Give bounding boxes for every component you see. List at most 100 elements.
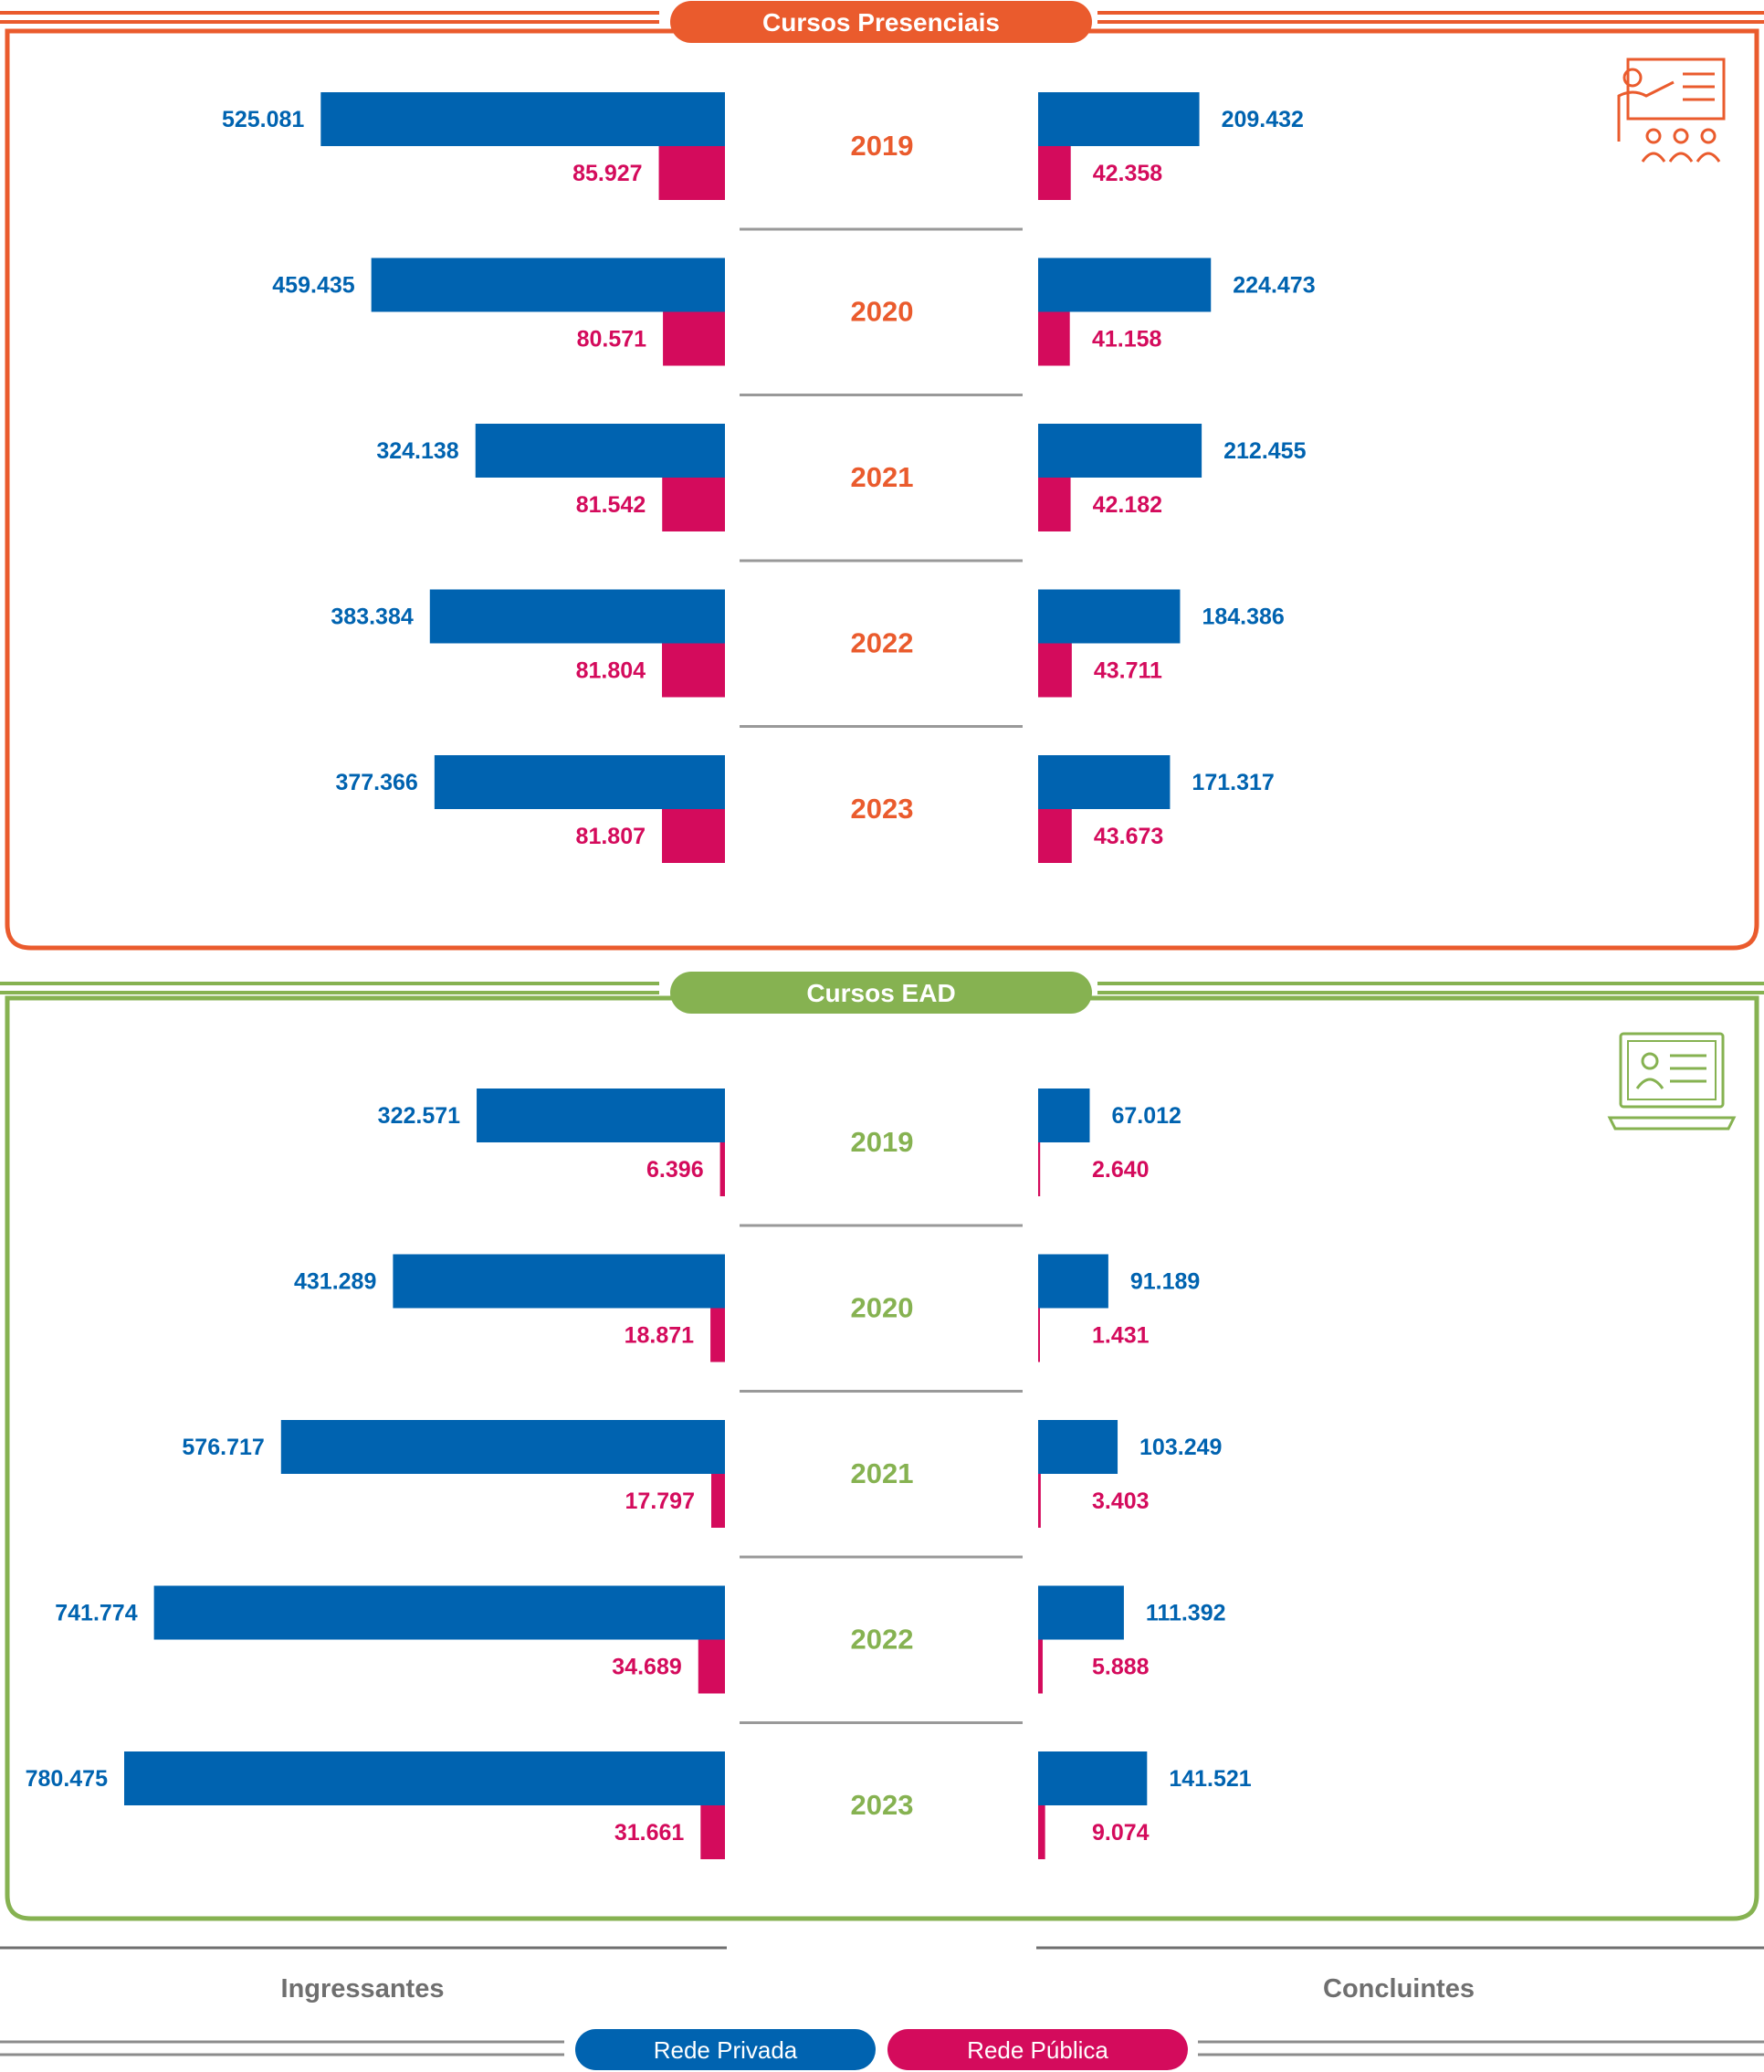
panel-presencial-label-con-privada-2020: 224.473 xyxy=(1233,273,1315,299)
panel-ead-title-pill xyxy=(670,972,1092,1014)
panel-presencial-label-ing-privada-2022: 383.384 xyxy=(331,605,413,630)
panel-ead-label-ing-privada-2021: 576.717 xyxy=(182,1435,264,1460)
panel-presencial-icon-teacher-arm xyxy=(1617,80,1675,142)
chart-marks: Cursos Presenciais 525.081 85.927 209.432 42… xyxy=(0,1,1764,1921)
panel-ead-label-ing-privada-2019: 322.571 xyxy=(378,1103,460,1129)
panel-ead-icon-screen-inner xyxy=(1627,1040,1717,1100)
panel-presencial-bar-con-publica-2019 xyxy=(1038,146,1071,200)
panel-presencial-bar-ing-privada-2019 xyxy=(320,92,725,146)
footer: Ingressantes Concluintes Rede Privada Re… xyxy=(0,1946,1764,2070)
panel-ead-bar-con-privada-2022 xyxy=(1038,1585,1124,1640)
panel-ead-label-ing-publica-2020: 18.871 xyxy=(625,1323,695,1349)
panel-presencial-year-2020: 2020 xyxy=(851,296,914,328)
panel-ead-year-2020: 2020 xyxy=(851,1292,914,1324)
panel-ead-label-ing-privada-2020: 431.289 xyxy=(294,1269,376,1295)
panel-presencial-frame xyxy=(5,28,1759,951)
panel-presencial-bar-con-publica-2021 xyxy=(1038,478,1071,531)
panel-presencial-bar-con-publica-2022 xyxy=(1038,643,1072,698)
panel-presencial-bar-con-privada-2019 xyxy=(1038,92,1200,146)
panel-presencial-label-con-publica-2021: 42.182 xyxy=(1093,492,1162,518)
panel-presencial-label-con-publica-2020: 41.158 xyxy=(1092,327,1162,352)
panel-presencial-bar-ing-publica-2021 xyxy=(662,478,725,531)
panel-presencial-title-pill xyxy=(670,1,1092,43)
panel-presencial-year-2022: 2022 xyxy=(851,627,914,659)
panel-ead-bar-ing-privada-2021 xyxy=(280,1420,725,1474)
panel-ead-label-ing-privada-2023: 780.475 xyxy=(26,1766,108,1792)
panel-ead-bar-ing-privada-2019 xyxy=(477,1089,725,1142)
panel-ead-year-2021: 2021 xyxy=(851,1457,914,1489)
panel-ead-label-con-publica-2021: 3.403 xyxy=(1092,1488,1150,1514)
panel-ead-label-con-privada-2021: 103.249 xyxy=(1139,1435,1222,1460)
panel-ead-title: Cursos EAD xyxy=(806,979,955,1007)
panel-presencial-bar-ing-privada-2023 xyxy=(434,755,725,809)
panel-presencial-bar-con-privada-2022 xyxy=(1038,589,1181,644)
panel-presencial-year-2023: 2023 xyxy=(851,793,914,825)
panel-ead-label-con-privada-2022: 111.392 xyxy=(1146,1601,1226,1626)
panel-presencial-bar-ing-publica-2023 xyxy=(662,809,725,863)
panel-presencial-label-con-privada-2023: 171.317 xyxy=(1192,770,1274,795)
panel-ead-bar-con-privada-2023 xyxy=(1038,1751,1148,1805)
panel-presencial-label-con-privada-2021: 212.455 xyxy=(1223,438,1306,464)
panel-ead-label-ing-publica-2022: 34.689 xyxy=(612,1655,681,1680)
panel-presencial-label-con-privada-2019: 209.432 xyxy=(1222,107,1304,132)
panel-ead-label-con-publica-2020: 1.431 xyxy=(1092,1323,1150,1349)
panel-ead-year-2022: 2022 xyxy=(851,1624,914,1656)
panel-presencial-icon-student-1 xyxy=(1673,128,1689,144)
panel-ead-label-con-publica-2022: 5.888 xyxy=(1092,1655,1150,1680)
panel-presencial-icon-student-body-0 xyxy=(1641,152,1666,163)
panel-presencial-bar-ing-privada-2020 xyxy=(371,258,725,312)
panel-ead-bar-ing-publica-2021 xyxy=(710,1474,725,1528)
panel-ead-bar-ing-privada-2023 xyxy=(124,1751,725,1805)
panel-ead-icon-person-body xyxy=(1635,1078,1664,1089)
panel-presencial-label-con-privada-2022: 184.386 xyxy=(1202,605,1284,630)
panel-ead-bar-ing-publica-2020 xyxy=(710,1308,725,1362)
panel-ead-icon-person-head xyxy=(1641,1052,1659,1070)
panel-presencial-label-ing-privada-2021: 324.138 xyxy=(376,438,458,464)
panel-presencial-icon-student-0 xyxy=(1645,128,1662,144)
panel-ead-label-ing-publica-2019: 6.396 xyxy=(646,1157,704,1183)
panel-presencial-bar-con-publica-2023 xyxy=(1038,809,1072,863)
panel-ead-year-2023: 2023 xyxy=(851,1789,914,1821)
panel-presencial-label-ing-publica-2021: 81.542 xyxy=(576,492,646,518)
panel-presencial-icon-student-body-2 xyxy=(1696,152,1721,163)
concluintes-label: Concluintes xyxy=(1323,1974,1475,2004)
panel-presencial-bar-con-privada-2020 xyxy=(1038,258,1212,312)
panel-ead-bar-ing-privada-2022 xyxy=(153,1585,725,1640)
panel-presencial-label-ing-privada-2020: 459.435 xyxy=(272,273,354,299)
panel-presencial-label-ing-privada-2019: 525.081 xyxy=(222,107,304,132)
panel-ead-icon-keyboard xyxy=(1607,1116,1737,1131)
panel-ead-label-con-privada-2020: 91.189 xyxy=(1130,1269,1200,1295)
panel-presencial-bar-ing-publica-2019 xyxy=(658,146,725,200)
panel-ead-bar-con-publica-2023 xyxy=(1038,1805,1045,1859)
panel-ead-bar-con-privada-2020 xyxy=(1038,1254,1108,1309)
panel-presencial-bar-con-privada-2023 xyxy=(1038,755,1171,809)
panel-presencial-icon-board xyxy=(1626,58,1726,121)
panel-ead-bar-con-publica-2019 xyxy=(1038,1142,1041,1196)
panel-ead-bar-con-publica-2022 xyxy=(1038,1639,1043,1694)
panel-presencial-icon-student-body-1 xyxy=(1668,152,1694,163)
panel-presencial-label-con-publica-2019: 42.358 xyxy=(1093,161,1163,186)
panel-ead-icon-screen xyxy=(1619,1032,1725,1109)
panel-presencial-icon-teacher-head xyxy=(1622,68,1643,88)
panel-presencial-label-ing-publica-2019: 85.927 xyxy=(572,161,642,186)
panel-presencial-label-con-publica-2023: 43.673 xyxy=(1094,824,1163,849)
panel-presencial-label-con-publica-2022: 43.711 xyxy=(1094,658,1162,684)
panel-presencial-bar-ing-publica-2022 xyxy=(662,643,725,698)
panel-ead-bar-con-privada-2021 xyxy=(1038,1420,1118,1474)
panel-ead-label-ing-publica-2021: 17.797 xyxy=(625,1488,695,1514)
panel-presencial-bar-con-privada-2021 xyxy=(1038,424,1202,478)
panel-presencial-title: Cursos Presenciais xyxy=(762,8,1000,37)
panel-presencial-icon-student-2 xyxy=(1700,128,1717,144)
legend-privada-pill xyxy=(575,2029,876,2070)
panel-presencial-year-2021: 2021 xyxy=(851,461,914,493)
legend-privada: Rede Privada xyxy=(575,2029,876,2070)
panel-presencial-label-ing-publica-2022: 81.804 xyxy=(576,658,646,684)
panel-presencial-label-ing-publica-2023: 81.807 xyxy=(576,824,646,849)
panel-presencial-bar-ing-publica-2020 xyxy=(663,311,725,366)
panel-ead-year-2019: 2019 xyxy=(851,1126,914,1158)
panel-presencial-label-ing-publica-2020: 80.571 xyxy=(577,327,647,352)
panel-ead-label-con-publica-2019: 2.640 xyxy=(1092,1157,1150,1183)
panel-ead-label-ing-privada-2022: 741.774 xyxy=(55,1601,137,1626)
panel-ead-frame xyxy=(5,995,1759,1921)
